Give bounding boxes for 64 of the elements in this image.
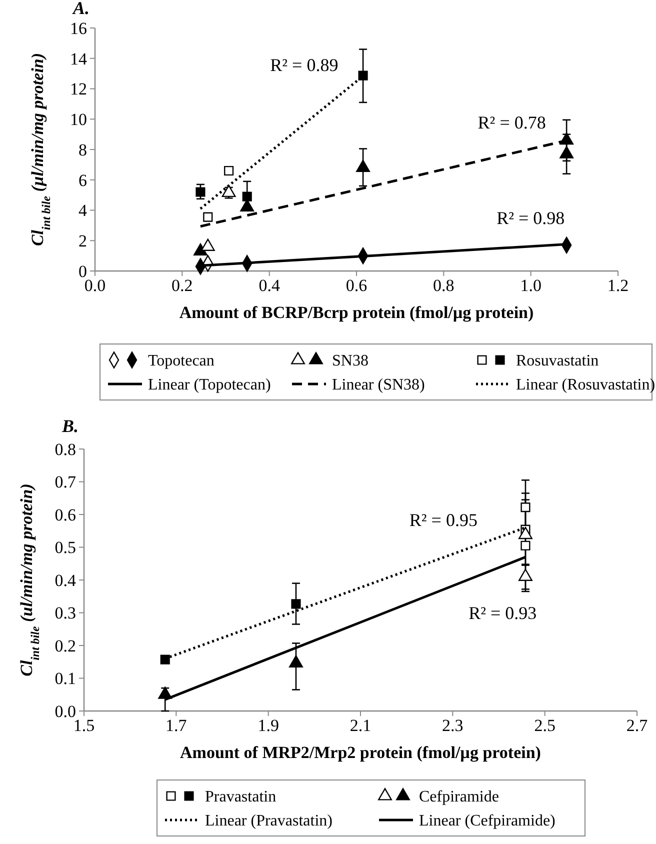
point	[560, 146, 574, 158]
legend-label: Cefpiramide	[419, 788, 499, 806]
legend-label: Linear (SN38)	[332, 376, 425, 394]
point	[196, 187, 206, 197]
chart-title: A.	[72, 0, 90, 18]
x-tick-label: 1.2	[607, 276, 629, 295]
x-tick-label: 0.6	[346, 276, 368, 295]
point	[291, 599, 301, 609]
legend-label: Pravastatin	[205, 788, 276, 806]
x-axis-title: Amount of MRP2/Mrp2 protein (fmol/µg protein)	[180, 743, 541, 762]
x-tick-label: 1.5	[73, 716, 95, 735]
annotation: R² = 0.78	[478, 112, 546, 132]
point	[203, 212, 213, 222]
annotation: R² = 0.93	[468, 603, 537, 624]
x-tick-label: 2.1	[350, 716, 372, 735]
x-tick-label: 2.3	[442, 716, 464, 735]
y-tick-label: 0.0	[54, 702, 76, 721]
point	[520, 502, 530, 512]
point	[242, 192, 252, 202]
y-tick-label: 0.1	[54, 669, 76, 688]
legend-label: Topotecan	[148, 352, 214, 370]
point	[520, 540, 530, 550]
x-axis-title: Amount of BCRP/Bcrp protein (fmol/µg protein)	[179, 303, 534, 322]
legend-label: SN38	[332, 352, 368, 370]
legend-label: Linear (Rosuvastatin)	[516, 376, 656, 394]
point	[224, 166, 234, 176]
y-tick-label: 0.7	[54, 472, 76, 492]
x-tick-label: 0.8	[433, 276, 454, 295]
y-tick-label: 0.2	[54, 636, 76, 656]
annotation: R² = 0.95	[409, 510, 478, 530]
y-tick-label: 0.6	[54, 505, 76, 524]
point	[289, 655, 303, 668]
x-tick-label: 1.9	[258, 716, 279, 735]
x-tick-label: 2.7	[626, 716, 648, 735]
x-tick-label: 0.2	[172, 276, 193, 295]
point	[222, 184, 236, 198]
x-tick-label: 1.0	[520, 276, 542, 295]
legend-label: Rosuvastatin	[516, 352, 599, 370]
y-tick-label: 10	[70, 110, 87, 130]
y-tick-label: 0.3	[54, 604, 76, 623]
legend-label: Linear (Topotecan)	[148, 376, 271, 394]
y-tick-label: 0.4	[54, 570, 76, 590]
y-tick-label: 0	[78, 262, 87, 281]
y-tick-label: 14	[70, 49, 88, 68]
y-tick-label: 16	[70, 18, 87, 38]
annotation: R² = 0.89	[270, 54, 338, 75]
y-tick-label: 6	[78, 170, 87, 190]
x-tick-label: 2.5	[534, 716, 556, 735]
chart-title: B.	[61, 416, 79, 436]
legend-label: Linear (Cefpiramide)	[419, 812, 556, 830]
annotation: R² = 0.98	[496, 208, 565, 228]
point	[518, 568, 532, 581]
point	[356, 160, 370, 172]
y-tick-label: 8	[78, 140, 87, 160]
y-tick-label: 4	[78, 201, 88, 220]
y-tick-label: 2	[78, 232, 87, 251]
point	[160, 654, 170, 664]
y-tick-label: 12	[70, 80, 87, 99]
x-tick-label: 1.7	[166, 716, 188, 735]
x-tick-label: 0.4	[258, 276, 280, 295]
y-tick-label: 0.8	[54, 440, 76, 459]
point	[158, 686, 172, 699]
legend-label: Linear (Pravastatin)	[205, 812, 332, 830]
y-tick-label: 0.5	[54, 538, 76, 558]
